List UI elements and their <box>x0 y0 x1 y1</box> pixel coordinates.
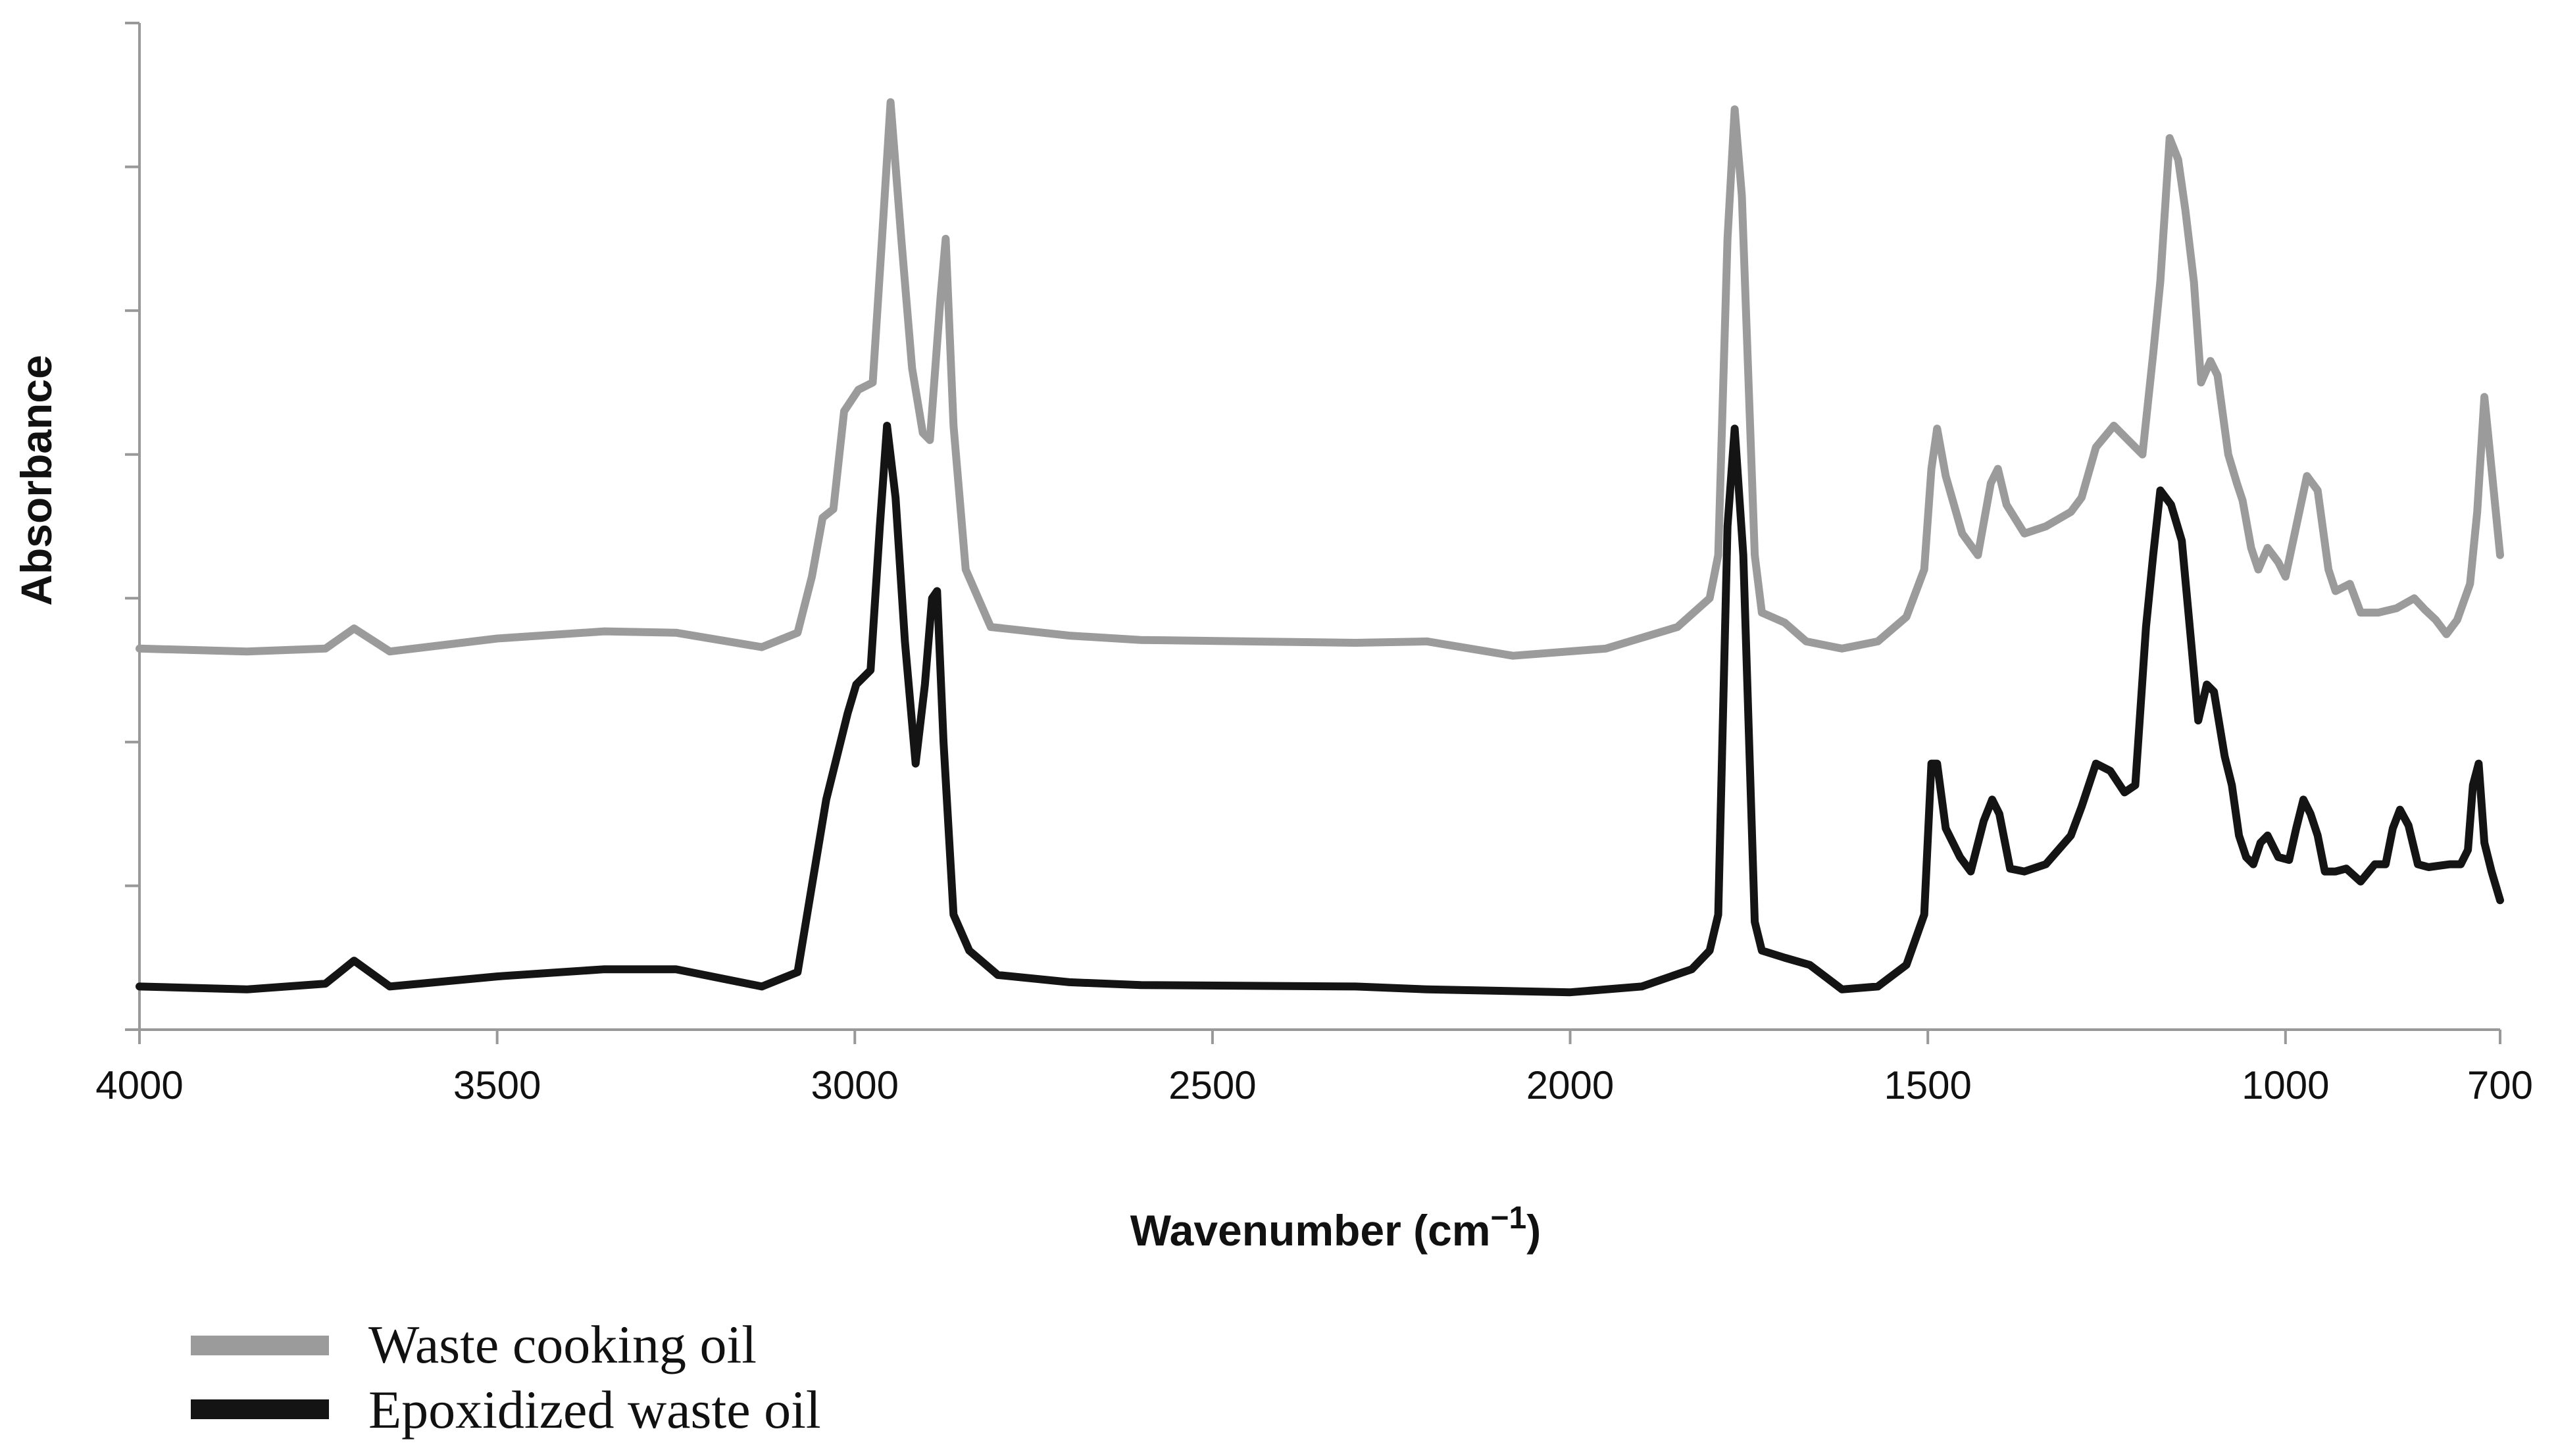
x-tick-label: 1000 <box>2242 1063 2329 1107</box>
x-tick-label: 3500 <box>453 1063 541 1107</box>
x-tick-label: 4000 <box>95 1063 183 1107</box>
x-axis-title: Wavenumber (cm−1) <box>1130 1201 1541 1255</box>
x-tick-label: 1500 <box>1884 1063 1971 1107</box>
legend-label-waste-cooking-oil: Waste cooking oil <box>368 1315 757 1374</box>
axes <box>138 23 2500 1031</box>
legend: Waste cooking oil Epoxidized waste oil <box>191 1315 821 1440</box>
x-tick-label: 3000 <box>811 1063 899 1107</box>
x-tick-label: 700 <box>2467 1063 2533 1107</box>
legend-label-epoxidized-waste-oil: Epoxidized waste oil <box>368 1380 821 1440</box>
x-axis-title-main: Wavenumber (cm <box>1130 1206 1491 1255</box>
x-tick-label: 2500 <box>1168 1063 1256 1107</box>
x-axis-ticks: 4000 3500 3000 2500 2000 1500 1000 700 <box>95 1030 2533 1107</box>
series-lines <box>136 98 2504 997</box>
y-axis-title: Absorbance <box>12 355 61 605</box>
x-tick-label: 2000 <box>1526 1063 1614 1107</box>
x-axis-title-superscript: −1 <box>1490 1201 1526 1236</box>
series-line-waste-cooking-oil <box>136 98 2504 660</box>
y-axis-ticks <box>125 22 139 1031</box>
series-line-epoxidized-waste-oil <box>136 422 2504 997</box>
x-axis-title-close: ) <box>1526 1206 1541 1255</box>
